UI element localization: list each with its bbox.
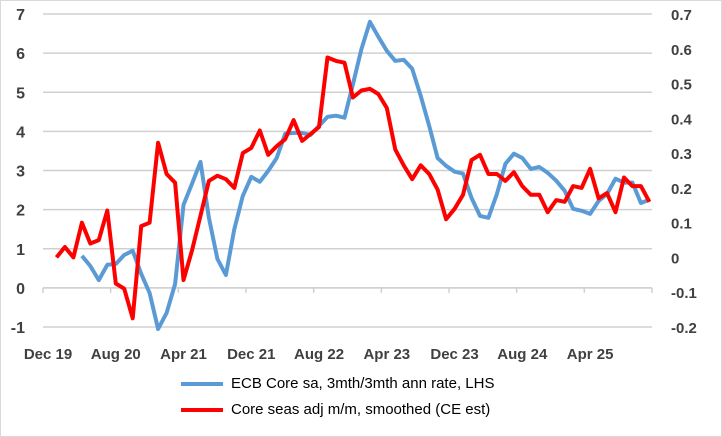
right-axis-tick-label: 0.4 [671, 111, 693, 128]
left-axis-tick-label: 0 [16, 281, 25, 298]
right-axis-tick-label: 0.3 [671, 146, 692, 163]
right-axis-tick-label: 0.6 [671, 42, 692, 59]
x-axis-tick-label: Dec 21 [227, 346, 275, 363]
left-axis-tick-label: 6 [16, 46, 25, 63]
legend-label: Core seas adj m/m, smoothed (CE est) [231, 401, 491, 418]
left-axis-tick-label: 4 [16, 124, 25, 141]
left-axis-tick-label: 2 [16, 203, 25, 220]
x-axis-tick-label: Aug 22 [294, 346, 344, 363]
x-axis-tick-label: Apr 23 [363, 346, 410, 363]
right-axis-tick-label: -0.1 [671, 285, 697, 302]
x-axis-tick-label: Dec 19 [24, 346, 72, 363]
x-axis-tick-label: Apr 25 [567, 346, 614, 363]
x-axis-tick-label: Aug 24 [497, 346, 548, 363]
left-axis-tick-label: 3 [16, 164, 25, 181]
right-axis-tick-label: 0.2 [671, 181, 692, 198]
x-axis-tick-label: Apr 21 [160, 346, 207, 363]
left-axis-tick-label: 1 [16, 242, 25, 259]
right-axis-tick-label: 0.7 [671, 7, 692, 24]
right-axis-tick-label: -0.2 [671, 320, 697, 337]
x-axis-tick-label: Dec 23 [430, 346, 478, 363]
right-axis-tick-label: 0.1 [671, 216, 692, 233]
left-axis-tick-label: 5 [16, 85, 25, 102]
series-line-core-seas-adj [54, 55, 652, 321]
legend-item-ecb-core: ECB Core sa, 3mth/3mth ann rate, LHS [181, 375, 494, 392]
right-axis-tick-label: 0 [671, 250, 679, 267]
right-axis-tick-label: 0.5 [671, 77, 692, 94]
series-line-ecb-core [80, 19, 651, 331]
left-axis-tick-label: -1 [11, 320, 25, 337]
legend-swatch-blue [181, 381, 223, 386]
legend-swatch-red [181, 407, 223, 412]
x-axis-tick-label: Aug 20 [91, 346, 141, 363]
legend-label: ECB Core sa, 3mth/3mth ann rate, LHS [231, 375, 495, 392]
left-axis-tick-label: 7 [16, 7, 25, 24]
legend-item-core-seas-adj: Core seas adj m/m, smoothed (CE est) [181, 401, 490, 418]
